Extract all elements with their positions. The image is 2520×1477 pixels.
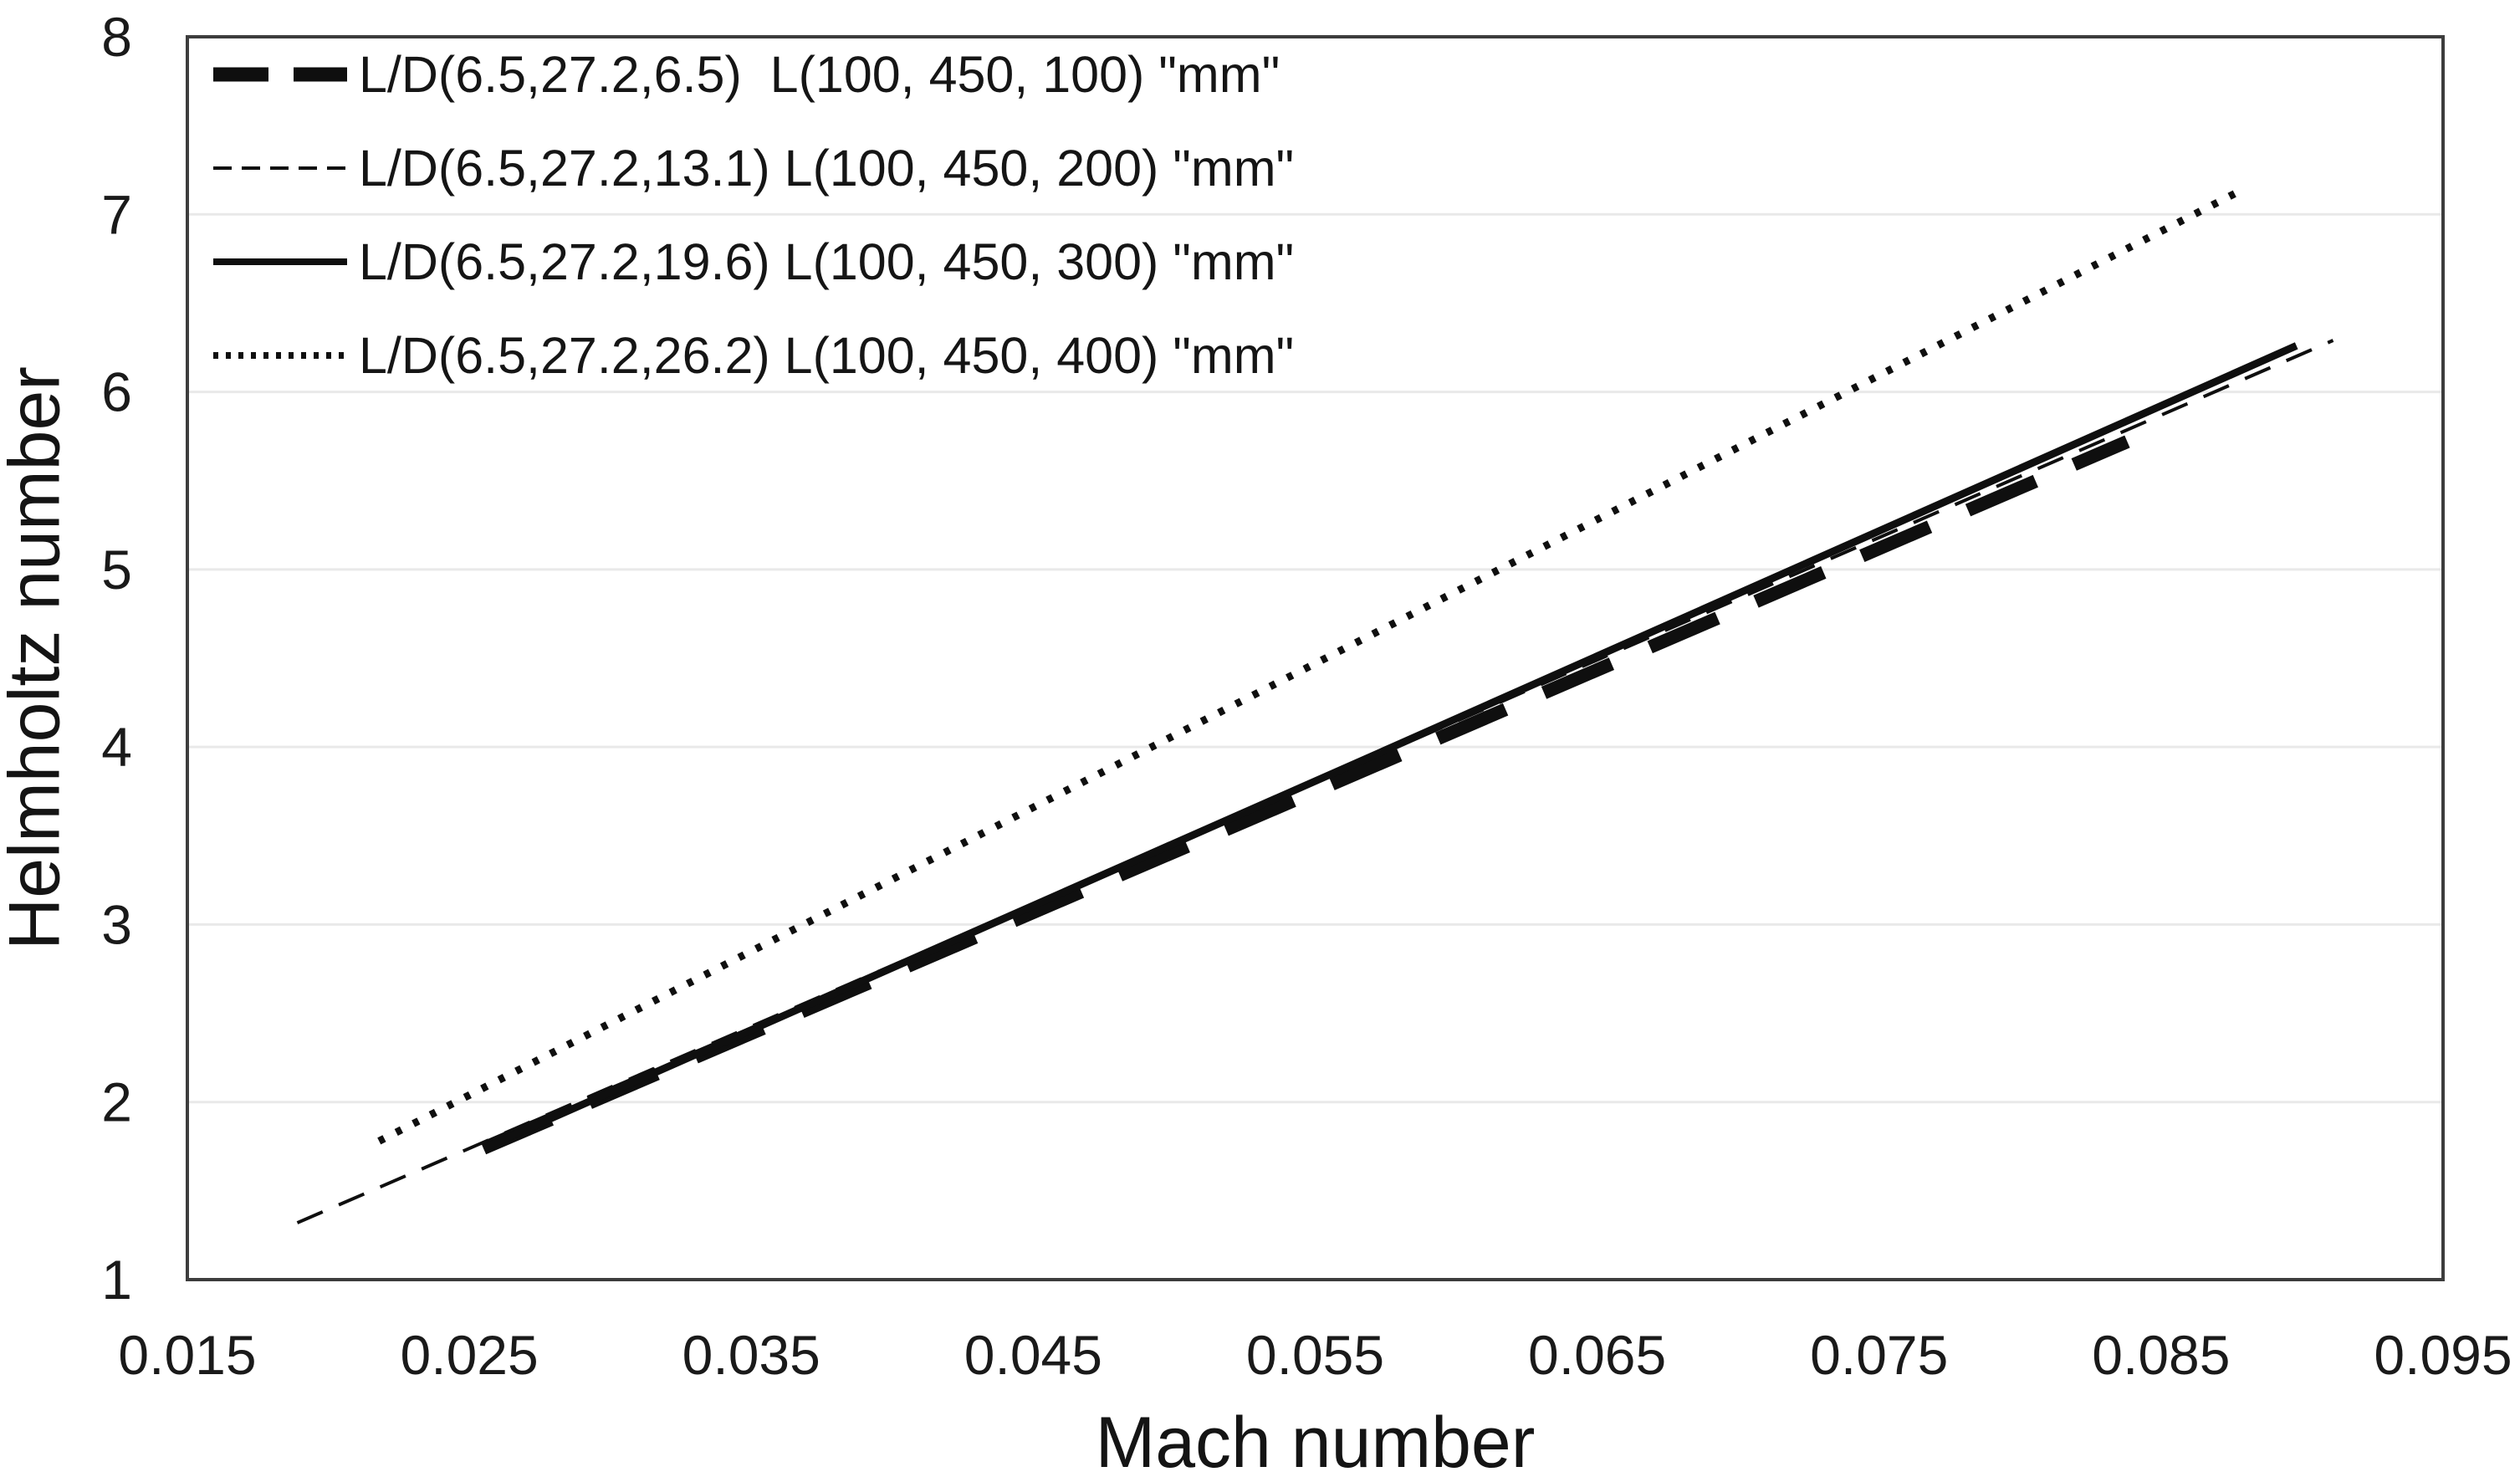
y-axis-title: Helmholtz number: [0, 366, 75, 950]
legend: L/D(6.5,27.2,6.5) L(100, 450, 100) "mm" …: [213, 28, 1294, 402]
svg-text:0.065: 0.065: [1528, 1324, 1666, 1386]
legend-sample-line-solid: [213, 258, 347, 265]
legend-label: L/D(6.5,27.2,6.5) L(100, 450, 100) "mm": [359, 45, 1280, 103]
svg-text:2: 2: [101, 1071, 132, 1133]
legend-sample-line-dashed-thin: [213, 166, 347, 170]
svg-text:7: 7: [101, 183, 132, 245]
legend-item: L/D(6.5,27.2,6.5) L(100, 450, 100) "mm": [213, 28, 1294, 121]
svg-text:1: 1: [101, 1249, 132, 1311]
legend-item: L/D(6.5,27.2,26.2) L(100, 450, 400) "mm": [213, 309, 1294, 402]
legend-label: L/D(6.5,27.2,26.2) L(100, 450, 400) "mm": [359, 326, 1295, 384]
svg-text:0.055: 0.055: [1246, 1324, 1384, 1386]
x-axis-title: Mach number: [1095, 1403, 1536, 1477]
svg-text:4: 4: [101, 716, 132, 778]
svg-text:0.025: 0.025: [401, 1324, 539, 1386]
svg-text:0.085: 0.085: [2092, 1324, 2230, 1386]
legend-label: L/D(6.5,27.2,19.6) L(100, 450, 300) "mm": [359, 233, 1295, 290]
legend-item: L/D(6.5,27.2,19.6) L(100, 450, 300) "mm": [213, 215, 1294, 309]
svg-text:0.045: 0.045: [964, 1324, 1102, 1386]
legend-sample-line-dashed-thick: [213, 67, 347, 82]
svg-text:0.095: 0.095: [2374, 1324, 2512, 1386]
svg-text:0.035: 0.035: [682, 1324, 820, 1386]
legend-label: L/D(6.5,27.2,13.1) L(100, 450, 200) "mm": [359, 139, 1295, 197]
svg-text:6: 6: [101, 361, 132, 423]
svg-text:0.075: 0.075: [1810, 1324, 1948, 1386]
legend-item: L/D(6.5,27.2,13.1) L(100, 450, 200) "mm": [213, 121, 1294, 215]
legend-sample-line-dotted: [213, 352, 347, 359]
svg-text:0.015: 0.015: [118, 1324, 256, 1386]
svg-text:3: 3: [101, 893, 132, 955]
svg-text:5: 5: [101, 539, 132, 601]
svg-text:8: 8: [101, 6, 132, 68]
